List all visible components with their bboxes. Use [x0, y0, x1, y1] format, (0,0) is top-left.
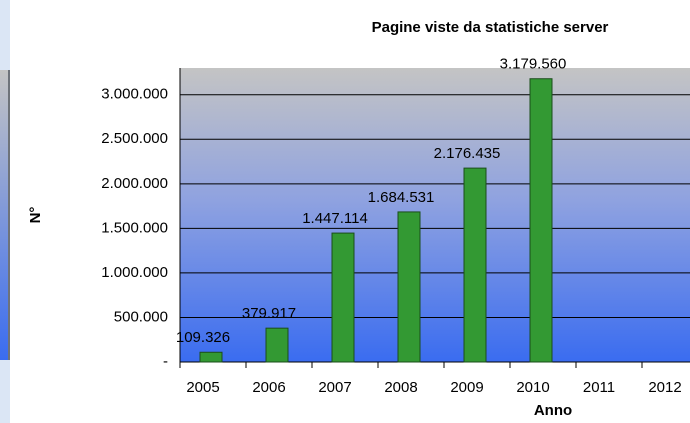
y-tick-label: 2.000.000	[101, 175, 168, 192]
bar	[397, 211, 421, 363]
value-label: 1.447.114	[302, 210, 368, 227]
bar	[529, 78, 553, 363]
y-tick-label: 2.500.000	[101, 130, 168, 147]
value-label: 2.176.435	[434, 145, 501, 162]
neighbor-chart	[0, 70, 8, 360]
value-label: 1.684.531	[368, 189, 435, 206]
x-tick-label: 2011	[583, 379, 615, 396]
x-tick-label: 2009	[450, 379, 483, 396]
x-tick-label: 2007	[318, 379, 351, 396]
y-tick-label: 1.500.000	[101, 219, 168, 236]
bar	[331, 232, 355, 363]
x-tick-label: 2005	[186, 379, 219, 396]
value-label: 3.179.560	[500, 56, 567, 73]
value-label: 109.326	[176, 329, 230, 346]
bar	[463, 167, 487, 363]
y-axis-title: N°	[27, 207, 44, 224]
x-tick-label: 2006	[252, 379, 285, 396]
plot-area	[180, 68, 690, 362]
chart-title: Pagine viste da statistiche server	[372, 19, 609, 36]
x-tick-label: 2008	[384, 379, 417, 396]
x-tick-label: 2012	[648, 379, 681, 396]
y-tick-label: 1.000.000	[101, 264, 168, 281]
bar	[265, 327, 289, 363]
y-tick-label: 500.000	[114, 308, 168, 325]
x-axis-title: Anno	[534, 402, 572, 419]
bar	[199, 351, 223, 363]
x-tick-label: 2010	[516, 379, 549, 396]
y-tick-label: 3.000.000	[101, 86, 168, 103]
y-tick-label: -	[163, 353, 168, 370]
value-label: 379.917	[242, 305, 296, 322]
